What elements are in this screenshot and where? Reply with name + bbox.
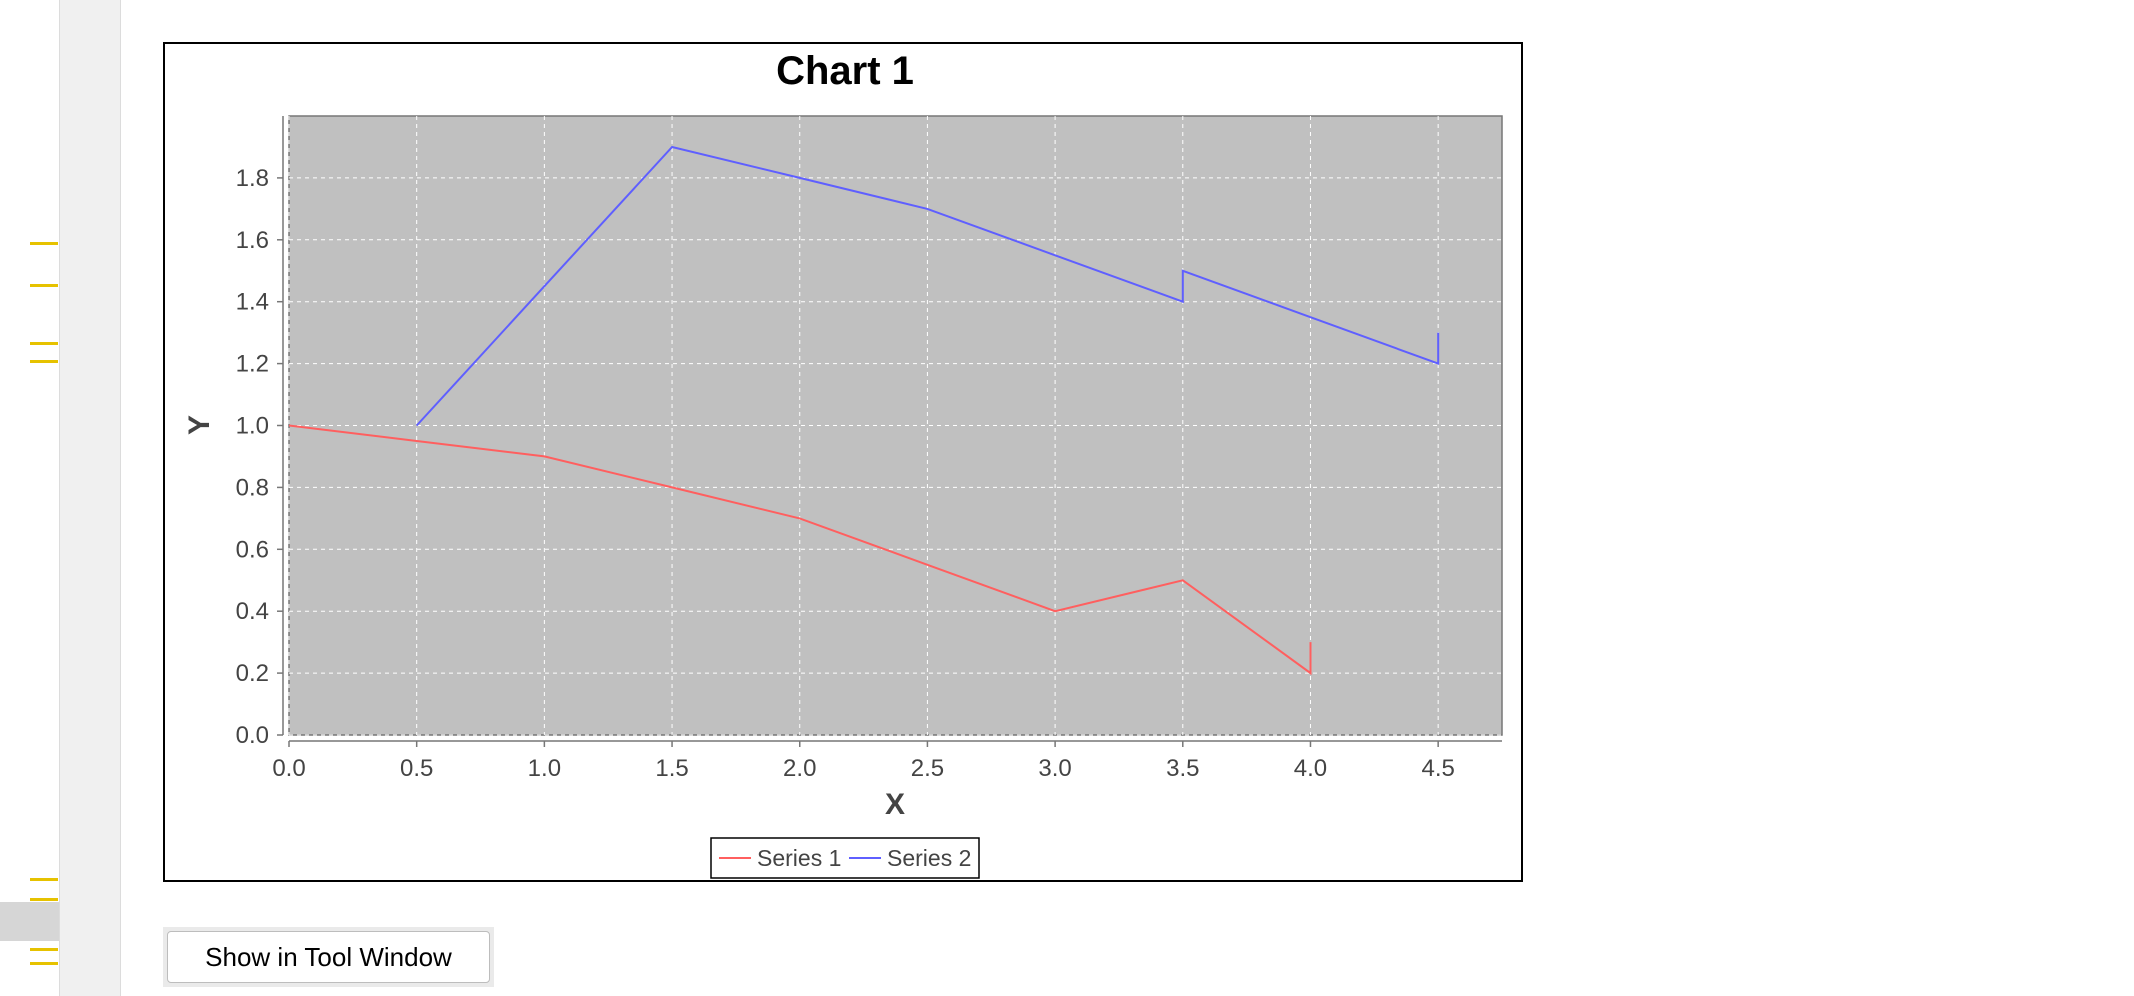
legend: Series 1 Series 2	[710, 837, 980, 879]
current-line-highlight	[0, 902, 59, 941]
y-tick-label: 1.0	[236, 413, 269, 440]
change-marker[interactable]	[30, 878, 58, 881]
change-marker[interactable]	[30, 242, 58, 245]
legend-label: Series 1	[757, 845, 841, 871]
legend-label: Series 2	[887, 845, 971, 871]
x-tick-label: 2.5	[911, 755, 944, 782]
y-tick-label: 0.8	[236, 474, 269, 501]
change-marker[interactable]	[30, 948, 58, 951]
y-tick-label: 0.2	[236, 660, 269, 687]
gutter-separator-strip	[59, 0, 121, 996]
plot-area	[288, 115, 1503, 736]
x-tick-label: 4.5	[1421, 755, 1454, 782]
series-1-line	[288, 424, 1312, 676]
chart-panel: Chart 1 0.0 0.5 1.0 1.5 2.0 2.5 3.0 3.5 4.0 4.5 0.…	[163, 42, 1523, 882]
change-marker[interactable]	[30, 962, 58, 965]
x-tick-label: 4.0	[1294, 755, 1327, 782]
legend-box	[710, 837, 980, 879]
y-axis-label: Y	[183, 415, 216, 435]
axis-ticks: 0.0 0.5 1.0 1.5 2.0 2.5 3.0 3.5 4.0 4.5 0.0 0.2 0.4 0…	[236, 165, 1455, 782]
y-tick-label: 0.6	[236, 536, 269, 563]
y-tick-label: 1.2	[236, 351, 269, 378]
y-tick-label: 0.0	[236, 722, 269, 749]
y-tick-label: 0.4	[236, 598, 269, 625]
chart-title: Chart 1	[776, 49, 914, 93]
editor-gutter	[0, 0, 59, 996]
line-chart: Chart 1 0.0 0.5 1.0 1.5 2.0 2.5 3.0 3.5 4.0 4.50.…	[183, 49, 1503, 879]
change-marker[interactable]	[30, 360, 58, 363]
y-tick-label: 1.4	[236, 289, 269, 316]
x-tick-label: 0.5	[400, 755, 433, 782]
show-in-tool-window-button[interactable]: Show in Tool Window	[167, 931, 490, 983]
change-marker[interactable]	[30, 284, 58, 287]
x-tick-label: 2.0	[783, 755, 816, 782]
x-tick-label: 3.5	[1166, 755, 1199, 782]
change-marker[interactable]	[30, 342, 58, 345]
x-tick-label: 3.0	[1038, 755, 1071, 782]
x-axis-label: X	[885, 788, 905, 821]
show-tool-window-button-wrap: Show in Tool Window	[163, 927, 494, 987]
y-tick-label: 1.8	[236, 165, 269, 192]
series-layer	[288, 145, 1440, 676]
x-tick-label: 1.5	[655, 755, 688, 782]
series-2-line	[415, 145, 1440, 427]
change-marker[interactable]	[30, 898, 58, 901]
gridlines	[288, 116, 1502, 736]
y-tick-label: 1.6	[236, 227, 269, 254]
x-tick-label: 1.0	[528, 755, 561, 782]
x-tick-label: 0.0	[272, 755, 305, 782]
